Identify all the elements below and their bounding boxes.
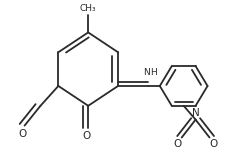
Text: O: O [82,131,91,141]
Text: O: O [173,139,181,149]
Text: O: O [18,129,26,139]
Text: N: N [143,68,150,77]
Text: CH₃: CH₃ [80,4,96,13]
Text: H: H [150,68,156,77]
Text: O: O [208,139,216,149]
Text: N: N [191,108,199,118]
